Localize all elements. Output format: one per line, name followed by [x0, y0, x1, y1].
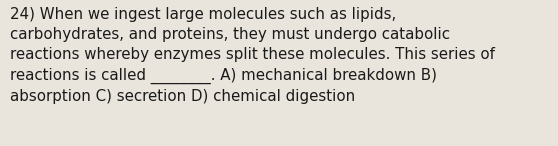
Text: 24) When we ingest large molecules such as lipids,
carbohydrates, and proteins, : 24) When we ingest large molecules such …: [10, 7, 495, 104]
